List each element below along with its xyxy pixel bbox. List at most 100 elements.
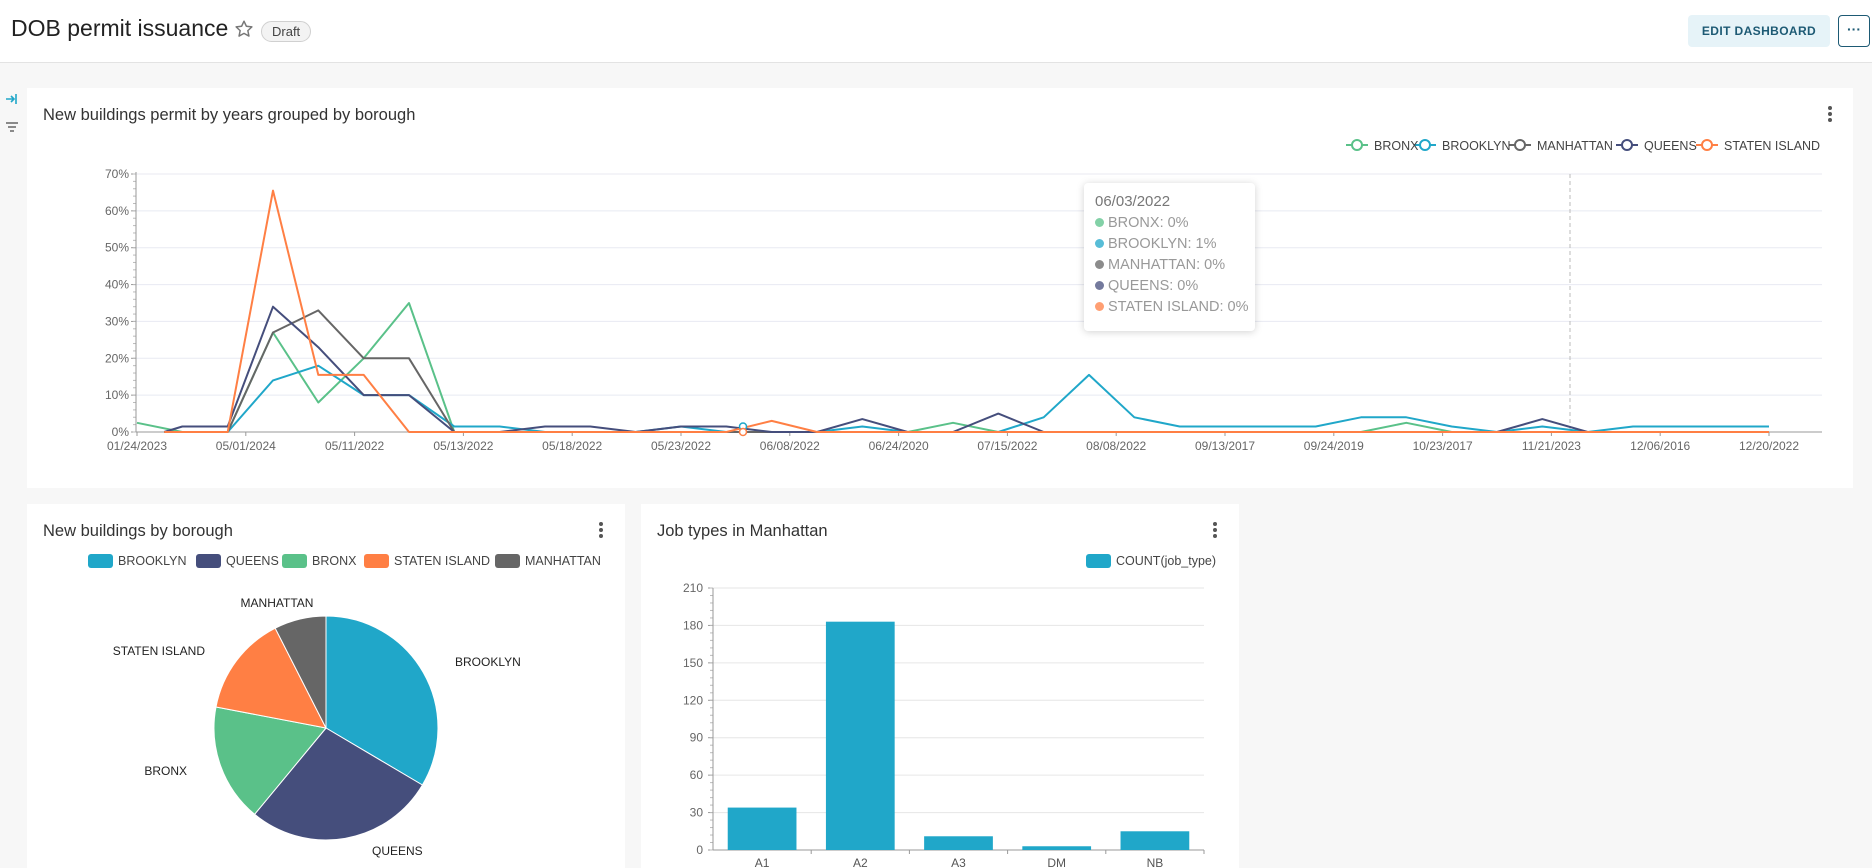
legend-label: BRONX xyxy=(312,554,357,568)
pie-label: QUEENS xyxy=(372,844,423,858)
y-tick-label: 90 xyxy=(690,731,704,745)
tooltip-row: BRONX: 0% xyxy=(1095,213,1244,234)
bar-chart: 0 30 60 90 120 150 180 210 A1 A2 A3 DM NB COUNT(job_t… xyxy=(683,554,1216,868)
star-icon[interactable] xyxy=(233,18,255,40)
line-chart: 0% 10% 20% 30% 40% 50% 60% 70% 01/24/2023 05/01/2… xyxy=(105,139,1822,453)
pie-slice-staten-island xyxy=(215,627,327,729)
y-tick-label: 30% xyxy=(105,314,129,328)
pie-label: BROOKLYN xyxy=(455,655,521,669)
legend-label: MANHATTAN xyxy=(525,554,601,568)
tooltip-dot xyxy=(1095,260,1104,269)
pie-slice-brooklyn xyxy=(325,615,439,786)
bar-nb xyxy=(1120,831,1190,850)
panel-title: New buildings permit by years grouped by… xyxy=(43,106,416,124)
y-tick-label: 150 xyxy=(683,656,703,670)
panel-menu-icon[interactable] xyxy=(597,520,605,542)
x-tick-label: 08/08/2022 xyxy=(1086,439,1146,453)
x-tick-label: 05/18/2022 xyxy=(542,439,602,453)
tooltip-row: STATEN ISLAND: 0% xyxy=(1095,297,1248,318)
legend-item-queens: QUEENS xyxy=(1616,139,1697,153)
legend-marker xyxy=(1701,139,1713,151)
legend-item-manhattan: MANHATTAN xyxy=(1509,139,1613,153)
more-actions-button[interactable]: ··· xyxy=(1838,15,1870,47)
bar-dm xyxy=(1022,846,1092,850)
x-tick-label: NB xyxy=(1147,856,1164,868)
filter-icon[interactable] xyxy=(4,120,20,134)
legend-marker xyxy=(1514,139,1526,151)
series-line-bronx xyxy=(136,302,1498,433)
tooltip-row: BROOKLYN: 1% xyxy=(1095,234,1244,255)
legend-label: BRONX xyxy=(1374,139,1419,153)
y-tick-label: 180 xyxy=(683,618,703,632)
legend-swatch xyxy=(88,554,113,568)
panel-title: New buildings by borough xyxy=(43,522,233,540)
legend-label: BROOKLYN xyxy=(118,554,187,568)
legend-item-staten-island: STATEN ISLAND xyxy=(364,554,490,568)
x-tick-label: 05/13/2022 xyxy=(433,439,493,453)
tooltip-dot xyxy=(1095,239,1104,248)
x-tick-label: 11/21/2023 xyxy=(1522,439,1581,453)
x-tick-label: A3 xyxy=(951,856,966,868)
x-tick-label: 05/23/2022 xyxy=(651,439,711,453)
legend-item-brooklyn: BROOKLYN xyxy=(88,554,187,568)
x-tick-label: 06/08/2022 xyxy=(760,439,820,453)
legend-marker xyxy=(1621,139,1633,151)
line-chart-panel: New buildings permit by years grouped by… xyxy=(27,88,1853,488)
legend-item-count-job-type: COUNT(job_type) xyxy=(1086,554,1216,568)
x-tick-label: A2 xyxy=(853,856,868,868)
tooltip-dot xyxy=(1095,218,1104,227)
pie-chart-panel: New buildings by borough BROOKLYN QUEENS B… xyxy=(27,504,625,868)
series-line-manhattan xyxy=(164,309,1769,433)
x-tick-label: 06/24/2020 xyxy=(869,439,929,453)
y-tick-label: 40% xyxy=(105,278,129,292)
y-tick-label: 210 xyxy=(683,581,703,595)
hover-point xyxy=(738,427,748,437)
bar-chart-panel: Job types in Manhattan 0 30 60 90 120 150 180 2… xyxy=(641,504,1239,868)
pie-chart: BROOKLYN QUEENS BRONX STATEN ISLAND MANHATTA… xyxy=(88,554,601,858)
legend-item-brooklyn: BROOKLYN xyxy=(1414,139,1511,153)
chart-tooltip: 06/03/2022 BRONX: 0% BROOKLYN: 1% MANHATTA… xyxy=(1084,183,1255,331)
legend-item-bronx: BRONX xyxy=(282,554,357,568)
pie-label: BRONX xyxy=(144,764,187,778)
y-tick-label: 70% xyxy=(105,167,129,181)
expand-icon[interactable] xyxy=(4,92,20,106)
tooltip-row: QUEENS: 0% xyxy=(1095,276,1244,297)
bar-a1 xyxy=(727,807,797,850)
x-tick-label: 12/20/2022 xyxy=(1739,439,1799,453)
legend-swatch xyxy=(495,554,520,568)
tooltip-row: MANHATTAN: 0% xyxy=(1095,255,1244,276)
x-tick-label: 05/01/2024 xyxy=(216,439,276,453)
y-tick-label: 0% xyxy=(112,425,130,439)
y-tick-label: 0 xyxy=(696,843,703,857)
legend-label: QUEENS xyxy=(1644,139,1697,153)
x-tick-label: 01/24/2023 xyxy=(107,439,167,453)
bar-a2 xyxy=(825,621,895,850)
legend-label: QUEENS xyxy=(226,554,279,568)
pie-label: STATEN ISLAND xyxy=(113,644,206,658)
y-tick-label: 10% xyxy=(105,388,129,402)
legend-item-manhattan: MANHATTAN xyxy=(495,554,601,568)
x-tick-label: 05/11/2022 xyxy=(325,439,384,453)
legend-marker xyxy=(1351,139,1363,151)
panel-menu-icon[interactable] xyxy=(1826,104,1834,126)
page-title: DOB permit issuance xyxy=(11,15,229,41)
tooltip-text: BROOKLYN: 1% xyxy=(1108,236,1217,252)
panel-title: Job types in Manhattan xyxy=(657,522,828,540)
tooltip-text: STATEN ISLAND: 0% xyxy=(1108,299,1249,315)
y-tick-label: 60 xyxy=(690,768,704,782)
legend-label: MANHATTAN xyxy=(1537,139,1613,153)
legend-item-staten-island: STATEN ISLAND xyxy=(1696,139,1820,153)
y-tick-label: 120 xyxy=(683,693,703,707)
legend-item-queens: QUEENS xyxy=(196,554,279,568)
panel-menu-icon[interactable] xyxy=(1211,520,1219,542)
x-tick-label: A1 xyxy=(755,856,770,868)
legend-label: STATEN ISLAND xyxy=(1724,139,1820,153)
pie-slice-manhattan xyxy=(274,615,327,729)
y-tick-label: 30 xyxy=(690,806,704,820)
legend-swatch xyxy=(282,554,307,568)
x-tick-label: 09/13/2017 xyxy=(1195,439,1255,453)
y-tick-label: 50% xyxy=(105,241,129,255)
y-tick-label: 20% xyxy=(105,351,129,365)
edit-dashboard-button[interactable]: EDIT DASHBOARD xyxy=(1688,15,1830,47)
legend-swatch xyxy=(196,554,221,568)
